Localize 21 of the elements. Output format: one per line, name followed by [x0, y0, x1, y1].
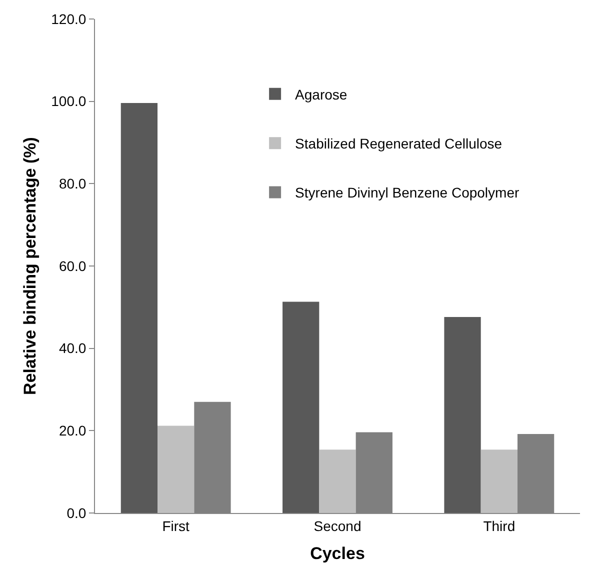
x-tick-label: First — [162, 518, 190, 534]
bar — [480, 450, 518, 513]
y-axis-title: Relative binding percentage (%) — [20, 137, 40, 395]
legend-label: Agarose — [295, 86, 348, 102]
x-tick-label: Second — [314, 518, 362, 534]
y-tick-label: 60.0 — [58, 258, 86, 274]
bar — [120, 102, 158, 513]
y-tick-label: 80.0 — [58, 176, 86, 192]
legend-label: Stabilized Regenerated Cellulose — [295, 136, 502, 152]
y-tick-label: 20.0 — [58, 422, 86, 439]
legend-label: Styrene Divinyl Benzene Copolymer — [295, 184, 520, 201]
y-tick-label: 100.0 — [51, 93, 86, 110]
bar — [282, 302, 320, 513]
y-tick-label: 40.0 — [58, 340, 86, 356]
bar — [319, 450, 356, 513]
bar — [444, 317, 481, 513]
x-axis-title: Cycles — [310, 544, 365, 564]
y-tick-label: 0.0 — [66, 504, 86, 521]
y-tick-label: 120.0 — [51, 10, 86, 27]
bar — [158, 426, 194, 513]
x-tick-label: Third — [483, 518, 516, 534]
